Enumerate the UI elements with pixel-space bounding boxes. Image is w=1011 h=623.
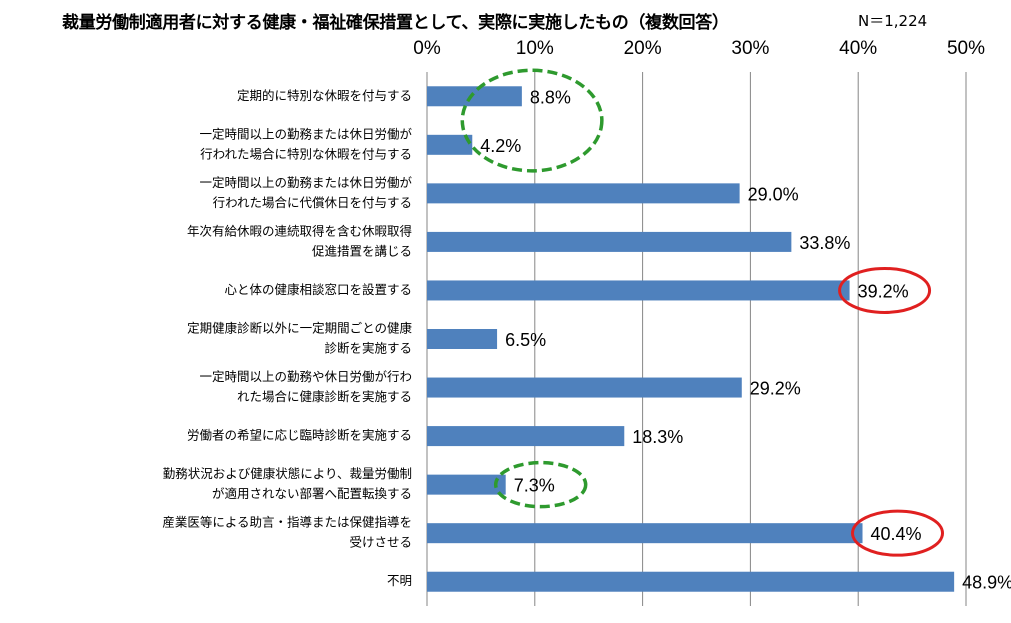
data-label: 4.2%: [480, 136, 521, 156]
category-label: が適用されない部署へ配置転換する: [212, 486, 412, 501]
category-label: 年次有給休暇の連続取得を含む休暇取得: [187, 223, 412, 238]
data-label: 39.2%: [858, 281, 909, 301]
category-label: 定期健康診断以外に一定期間ごとの健康: [187, 321, 412, 336]
x-tick-label: 10%: [516, 38, 554, 59]
category-label: 不明: [387, 573, 412, 588]
green-dashed-highlight-ellipse: [460, 68, 604, 173]
category-label: 診断を実施する: [324, 341, 412, 356]
bar: [427, 231, 792, 252]
x-tick-label: 0%: [413, 38, 441, 59]
x-tick-label: 20%: [624, 38, 662, 59]
data-label: 29.0%: [748, 184, 799, 204]
green-dashed-highlight-ellipse: [493, 460, 588, 509]
category-label: 勤務状況および健康状態により、裁量労働制: [163, 466, 412, 481]
bar: [427, 571, 955, 592]
bar: [427, 474, 506, 495]
red-highlight-ellipse: [851, 509, 945, 557]
bar: [427, 426, 625, 447]
bar: [427, 280, 850, 301]
category-label: れた場合に健康診断を実施する: [237, 389, 412, 404]
category-label: 一定時間以上の勤務や休日労働が行わ: [199, 369, 412, 384]
data-label: 29.2%: [750, 379, 801, 399]
bar: [427, 523, 863, 544]
data-label: 48.9%: [962, 573, 1011, 593]
bar: [427, 377, 742, 398]
data-label: 8.8%: [530, 87, 571, 107]
data-label: 18.3%: [632, 427, 683, 447]
category-label: 行われた場合に特別な休暇を付与する: [200, 146, 412, 161]
data-label: 40.4%: [871, 524, 922, 544]
data-label: 33.8%: [799, 233, 850, 253]
bar: [427, 329, 498, 349]
category-label: 労働者の希望に応じ臨時診断を実施する: [187, 428, 412, 443]
category-label: 一定時間以上の勤務または休日労働が: [199, 175, 412, 190]
category-label: 行われた場合に代償休日を付与する: [213, 195, 412, 210]
sample-size: N＝1,224: [858, 12, 928, 30]
category-label: 定期的に特別な休暇を付与する: [237, 88, 412, 103]
data-label: 6.5%: [505, 330, 546, 350]
category-label: 促進措置を講じる: [312, 243, 412, 258]
data-label: 7.3%: [514, 476, 555, 496]
bar: [427, 183, 740, 204]
category-label: 産業医等による助言・指導または保健指導を: [162, 515, 412, 530]
category-label: 心と体の健康相談窓口を設置する: [224, 282, 412, 297]
red-highlight-ellipse: [838, 266, 932, 314]
chart-title: 裁量労働制適用者に対する健康・福祉確保措置として、実際に実施したもの（複数回答）: [62, 13, 729, 33]
category-label: 一定時間以上の勤務または休日労働が: [199, 126, 412, 141]
category-label: 受けさせる: [349, 535, 412, 550]
x-tick-label: 30%: [731, 38, 769, 59]
x-tick-label: 50%: [947, 38, 985, 59]
x-tick-label: 40%: [839, 38, 877, 59]
bar: [427, 86, 522, 107]
bar: [427, 134, 473, 155]
